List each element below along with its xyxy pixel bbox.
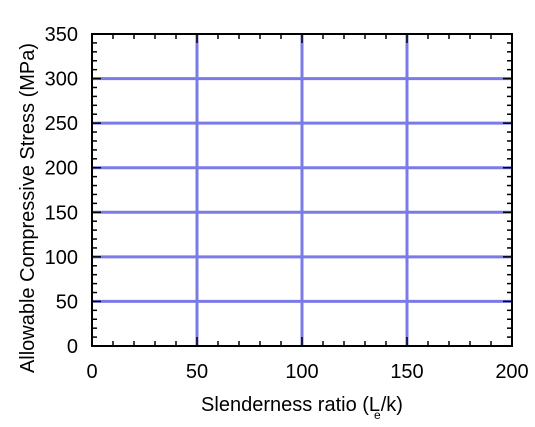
plot-frame [91,33,513,347]
y-axis-title: Allowable Compressive Stress (MPa) [17,43,39,373]
x-axis-title: Slenderness ratio (Le/k) [201,394,403,422]
x-tick-label: 0 [86,361,97,383]
y-tick-label: 100 [45,247,78,269]
grid [92,34,512,346]
x-tick-label: 150 [390,361,423,383]
y-tick-label: 200 [45,158,78,180]
y-tick-label: 50 [56,291,78,313]
y-tick-labels: 0 50 100 150 200 250 300 350 [45,24,78,358]
x-tick-label: 200 [495,361,528,383]
y-tick-label: 0 [67,336,78,358]
y-tick-label: 350 [45,24,78,46]
y-tick-label: 250 [45,113,78,135]
x-tick-label: 100 [285,361,318,383]
y-tick-label: 300 [45,69,78,91]
x-tick-labels: 0 50 100 150 200 [86,361,528,383]
y-tick-label: 150 [45,202,78,224]
x-tick-label: 50 [186,361,208,383]
